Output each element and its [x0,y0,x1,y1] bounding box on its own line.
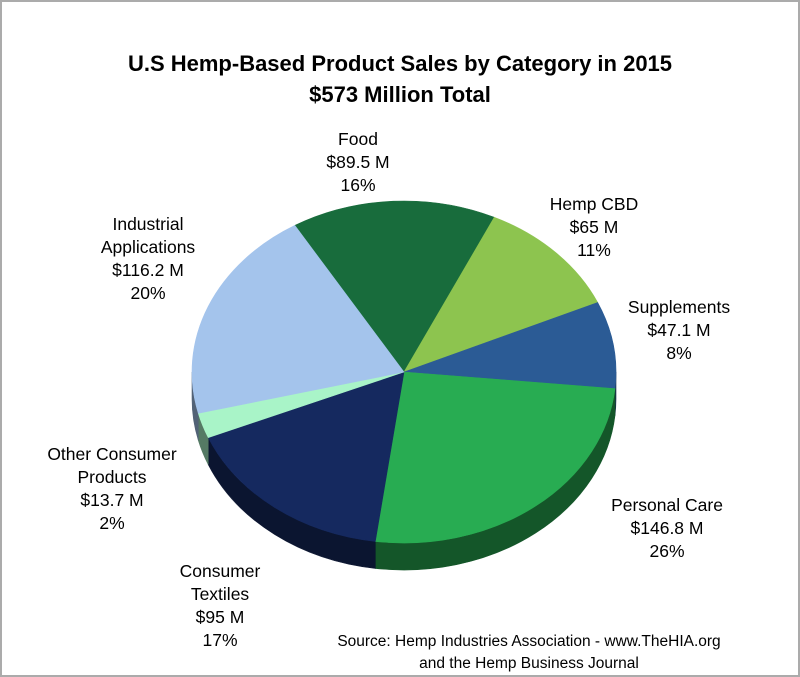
slice-label-industrial-value: $116.2 M [112,260,184,280]
slice-label-hemp-cbd-name: Hemp CBD [549,194,639,214]
slice-label-personal-care-pct: 26% [649,541,685,561]
slice-label-personal-care-name: Personal Care [611,495,723,515]
slice-label-food: Food $89.5 M 16% [326,128,389,197]
slice-label-consumer-textiles-name1: Consumer [179,561,261,581]
pie-slice-personal-care [374,371,616,544]
slice-label-other-name2: Products [77,467,147,487]
slice-label-industrial-name2: Applications [100,237,196,257]
slice-label-industrial-name1: Industrial [112,214,184,234]
slice-label-food-name: Food [338,129,378,149]
slice-label-supplements-name: Supplements [627,297,731,317]
slice-label-industrial-pct: 20% [130,283,166,303]
slice-label-industrial-applications: Industrial Applications $116.2 M 20% [101,213,195,305]
slice-label-hemp-cbd-value: $65 M [569,217,619,237]
slice-label-other-name1: Other Consumer [47,444,177,464]
chart-title-line1: U.S Hemp-Based Product Sales by Category… [127,51,673,76]
pie-slice-consumer-textiles [207,371,405,542]
slice-label-other-value: $13.7 M [80,490,144,510]
slice-label-food-pct: 16% [340,175,376,195]
slice-label-consumer-textiles: Consumer Textiles $95 M 17% [180,560,261,652]
pie-slice-industrial-applications [191,225,405,414]
chart-title-line2: $573 Million Total [309,82,491,107]
slice-label-consumer-textiles-pct: 17% [202,630,238,650]
slice-label-other-consumer-products: Other Consumer Products $13.7 M 2% [47,443,176,535]
slice-label-supplements: Supplements $47.1 M 8% [628,296,730,365]
chart-title: U.S Hemp-Based Product Sales by Category… [2,48,798,110]
slice-label-hemp-cbd-pct: 11% [577,240,611,260]
slice-label-food-value: $89.5 M [326,152,390,172]
slice-label-personal-care-value: $146.8 M [630,518,704,538]
slice-label-personal-care: Personal Care $146.8 M 26% [611,494,723,563]
source-line2: and the Hemp Business Journal [419,655,639,672]
slice-label-hemp-cbd: Hemp CBD $65 M 11% [550,193,639,262]
pie-slice-hemp-cbd [403,216,599,373]
source-line1: Source: Hemp Industries Association - ww… [337,633,721,650]
pie-slice-food [294,200,495,373]
slice-label-other-pct: 2% [99,513,125,533]
slice-label-consumer-textiles-value: $95 M [195,607,245,627]
slice-label-supplements-pct: 8% [666,343,692,363]
slice-label-supplements-value: $47.1 M [647,320,711,340]
source-attribution: Source: Hemp Industries Association - ww… [337,631,720,675]
slice-label-consumer-textiles-name2: Textiles [190,584,250,604]
pie-slice-supplements [403,302,617,389]
